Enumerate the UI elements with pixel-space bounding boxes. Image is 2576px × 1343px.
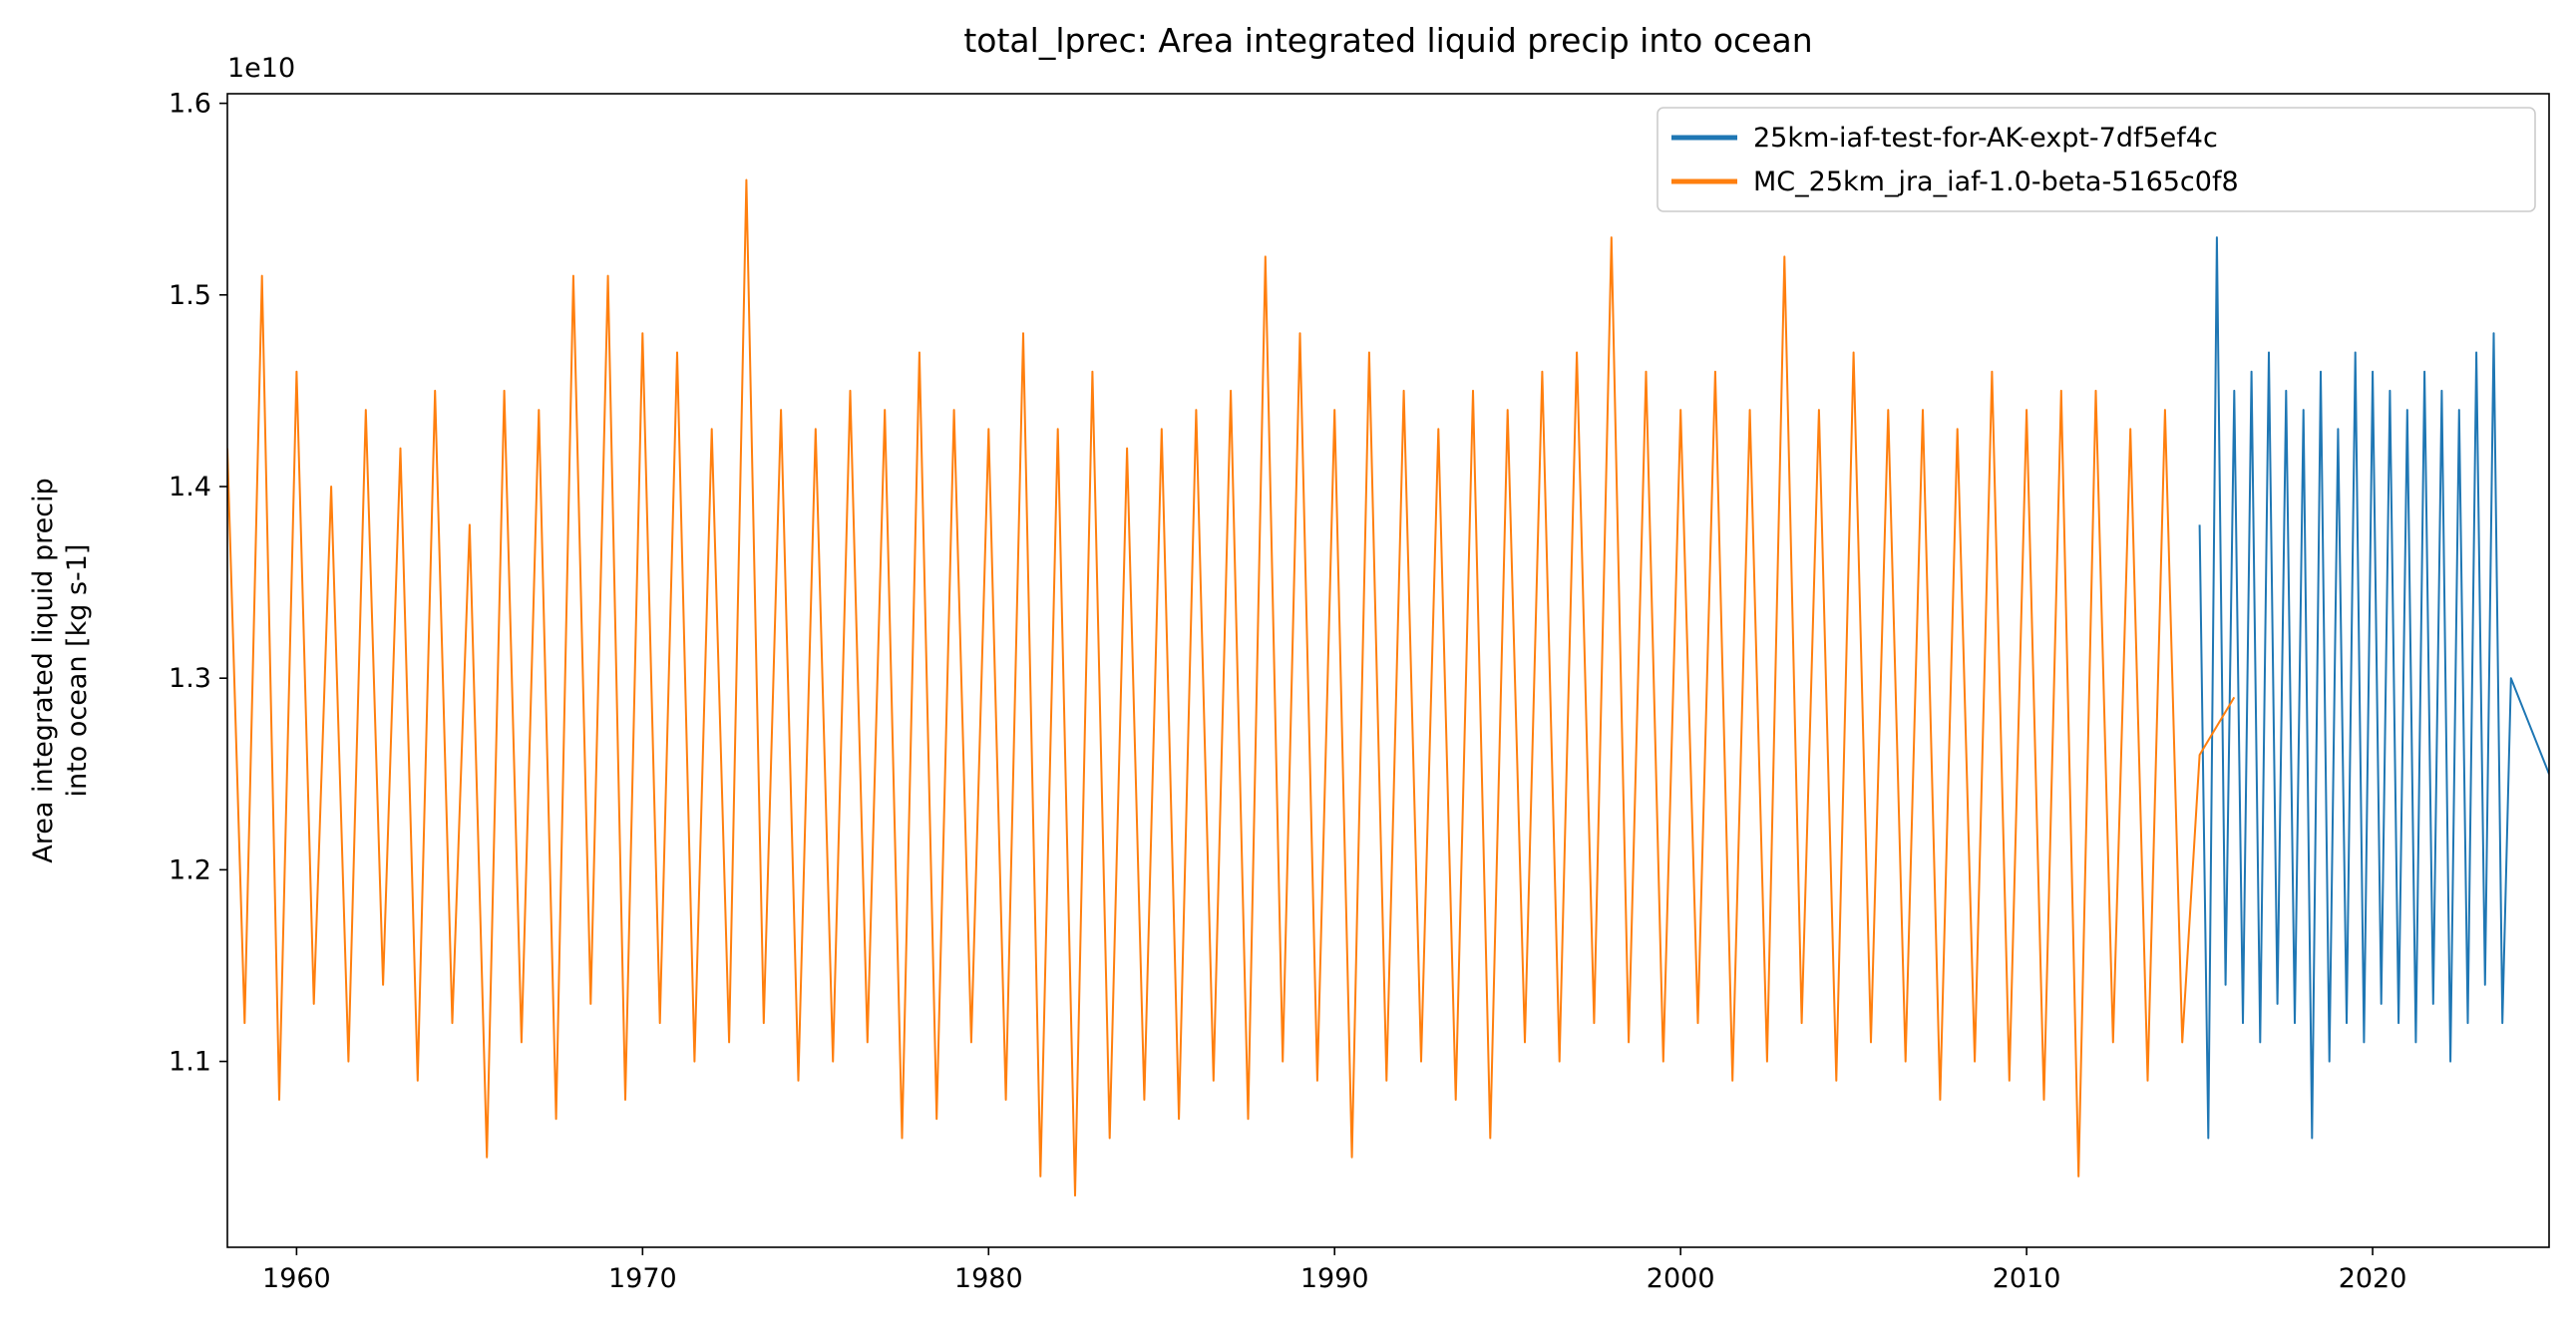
axes-frame	[226, 93, 2550, 1248]
legend-box	[1656, 107, 2536, 212]
y-tick-label: 1.1	[169, 1047, 211, 1078]
y-tick-label: 1.4	[169, 472, 211, 503]
y-tick-label: 1.3	[169, 663, 211, 694]
x-tick-label: 1960	[262, 1263, 331, 1294]
legend-text: MC_25km_jra_iaf-1.0-beta-5165c0f8	[1753, 167, 2239, 197]
y-offset-label: 1e10	[227, 53, 295, 84]
y-axis-label-line: into ocean [kg s-1]	[62, 544, 93, 798]
legend-text: 25km-iaf-test-for-AK-expt-7df5ef4c	[1753, 123, 2218, 154]
series-line	[2198, 236, 2549, 1140]
y-axis-label: Area integrated liquid precip into ocean …	[28, 478, 93, 862]
x-tick-label: 2000	[1647, 1263, 1715, 1294]
legend: 25km-iaf-test-for-AK-expt-7df5ef4c MC_25k…	[1656, 107, 2536, 212]
plot-area	[227, 178, 2549, 1197]
series-line	[227, 178, 2236, 1197]
y-tick-label: 1.6	[169, 89, 211, 120]
y-tick-label: 1.5	[169, 280, 211, 311]
y-axis-label-line: Area integrated liquid precip	[28, 478, 59, 862]
x-tick-label: 2020	[2339, 1263, 2407, 1294]
x-tick-label: 1980	[954, 1263, 1023, 1294]
y-tick-label: 1.2	[169, 854, 211, 885]
chart-title: total_lprec: Area integrated liquid prec…	[963, 21, 1812, 60]
x-tick-label: 1970	[608, 1263, 677, 1294]
x-tick-label: 2010	[1993, 1263, 2061, 1294]
x-tick-label: 1990	[1300, 1263, 1369, 1294]
